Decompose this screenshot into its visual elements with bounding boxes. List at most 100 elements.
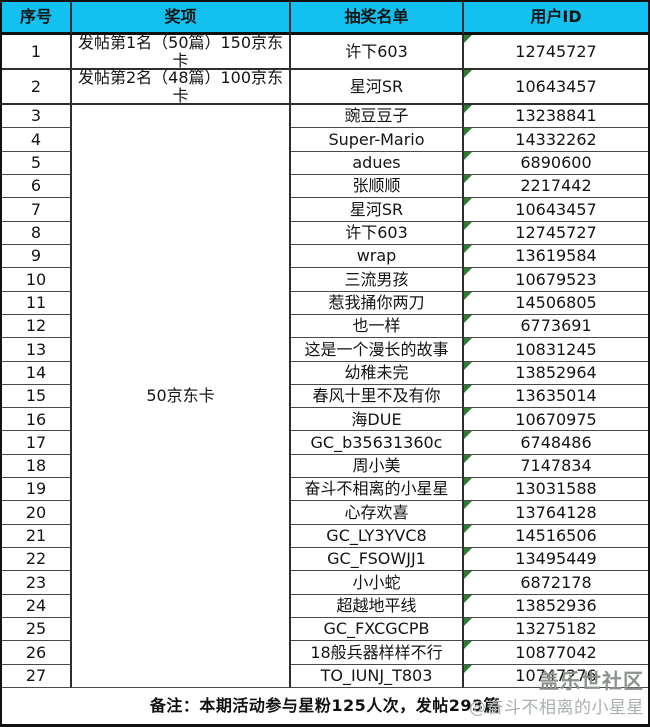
seq-cell: 14 <box>2 361 72 385</box>
winner-name-cell: 星河SR <box>291 70 464 105</box>
number-as-text-indicator-icon <box>464 524 472 533</box>
winner-name-cell-text: 许下603 <box>345 222 408 242</box>
user-id-cell-text: 6872178 <box>520 572 592 592</box>
user-id-cell-text: 10670975 <box>515 409 597 429</box>
user-id-cell: 12745727 <box>464 221 648 245</box>
column-header-2: 抽奖名单 <box>291 2 464 35</box>
winner-name-cell-text: GC_b35631360c <box>310 432 443 452</box>
seq-cell: 4 <box>2 128 72 152</box>
seq-cell: 7 <box>2 198 72 222</box>
prize-cell-text: 发帖第1名（50篇）150京东卡 <box>77 35 284 70</box>
number-as-text-indicator-icon <box>464 151 472 160</box>
user-id-cell-text: 13852964 <box>515 362 597 382</box>
seq-cell-text: 19 <box>25 479 47 499</box>
seq-cell: 19 <box>2 478 72 502</box>
winner-name-cell: wrap <box>291 244 464 269</box>
seq-cell-text: 3 <box>30 106 42 126</box>
winner-name-cell: 周小美 <box>291 454 464 479</box>
user-id-cell: 13852936 <box>464 594 648 619</box>
seq-cell-text: 27 <box>25 666 47 686</box>
number-as-text-indicator-icon <box>464 431 472 440</box>
user-id-cell: 10747276 <box>464 664 648 688</box>
winner-name-cell-text: GC_LY3YVC8 <box>326 526 427 546</box>
user-id-cell-text: 6890600 <box>520 152 592 172</box>
winner-name-cell: TO_IUNJ_T803 <box>291 664 464 688</box>
winner-name-cell: 春风十里不及有你 <box>291 384 464 409</box>
user-id-cell: 13764128 <box>464 501 648 525</box>
winner-name-cell: 惹我捅你两刀 <box>291 291 464 315</box>
number-as-text-indicator-icon <box>464 128 472 137</box>
prize-cell: 发帖第1名（50篇）150京东卡 <box>72 35 291 70</box>
seq-cell-text: 26 <box>25 642 47 662</box>
number-as-text-indicator-icon <box>464 291 472 300</box>
winner-name-cell-text: wrap <box>356 246 397 266</box>
seq-cell-text: 6 <box>30 176 42 196</box>
user-id-cell-text: 13635014 <box>515 386 597 406</box>
seq-cell-text: 2 <box>30 76 42 96</box>
user-id-cell-text: 10877042 <box>515 642 597 662</box>
number-as-text-indicator-icon <box>464 571 472 580</box>
winner-name-cell: Super-Mario <box>291 128 464 152</box>
seq-cell: 27 <box>2 664 72 688</box>
number-as-text-indicator-icon <box>464 221 472 230</box>
seq-cell: 10 <box>2 268 72 292</box>
number-as-text-indicator-icon <box>464 641 472 650</box>
seq-cell-text: 18 <box>25 456 47 476</box>
user-id-cell-text: 10643457 <box>515 199 597 219</box>
footer-note-row: 备注：本期活动参与星粉125人次，发帖293篇 <box>2 687 648 724</box>
user-id-cell: 10643457 <box>464 70 648 105</box>
winner-name-cell-text: 也一样 <box>352 316 401 336</box>
seq-cell: 3 <box>2 105 72 129</box>
user-id-cell-text: 13031588 <box>515 479 597 499</box>
user-id-cell-text: 13764128 <box>515 502 597 522</box>
seq-cell-text: 8 <box>30 222 42 242</box>
column-header-1-text: 奖项 <box>164 7 197 27</box>
seq-cell: 22 <box>2 548 72 572</box>
user-id-cell: 10877042 <box>464 641 648 665</box>
winner-name-cell-text: 心存欢喜 <box>344 502 409 522</box>
seq-cell: 21 <box>2 524 72 549</box>
winner-name-cell: 这是一个漫长的故事 <box>291 338 464 362</box>
winner-name-cell-text: 许下603 <box>345 41 408 61</box>
user-id-cell-text: 10747276 <box>515 666 597 686</box>
seq-cell-text: 5 <box>30 152 42 172</box>
winner-name-cell-text: 这是一个漫长的故事 <box>304 339 449 359</box>
seq-cell-text: 13 <box>25 339 47 359</box>
seq-cell-text: 25 <box>25 619 47 639</box>
user-id-cell-text: 7147834 <box>520 456 592 476</box>
user-id-cell: 6890600 <box>464 151 648 175</box>
number-as-text-indicator-icon <box>464 268 472 277</box>
seq-cell-text: 17 <box>25 432 47 452</box>
winner-name-cell-text: GC_FXCGCPB <box>323 619 430 639</box>
seq-cell: 6 <box>2 174 72 199</box>
user-id-cell: 13619584 <box>464 244 648 269</box>
winner-name-cell: 张顺顺 <box>291 174 464 199</box>
winner-name-cell: adues <box>291 151 464 175</box>
number-as-text-indicator-icon <box>464 314 472 323</box>
user-id-cell: 13031588 <box>464 478 648 502</box>
user-id-cell-text: 10831245 <box>515 339 597 359</box>
seq-cell: 11 <box>2 291 72 315</box>
number-as-text-indicator-icon <box>464 105 472 113</box>
column-header-0-text: 序号 <box>19 7 52 27</box>
seq-cell: 9 <box>2 244 72 269</box>
number-as-text-indicator-icon <box>464 408 472 417</box>
author-watermark-handle: @奋斗不相离的小星星 <box>469 698 644 718</box>
merged-prize-cell-text: 50京东卡 <box>146 386 215 406</box>
user-id-cell-text: 12745727 <box>515 41 597 61</box>
winner-name-cell: 幼稚未完 <box>291 361 464 385</box>
winner-name-cell-text: 星河SR <box>349 199 404 219</box>
number-as-text-indicator-icon <box>464 35 472 43</box>
user-id-cell: 13275182 <box>464 618 648 642</box>
column-header-3: 用户ID <box>464 2 648 35</box>
seq-cell-text: 20 <box>25 502 47 522</box>
number-as-text-indicator-icon <box>464 198 472 207</box>
winner-name-cell-text: 18般兵器样样不行 <box>310 642 443 662</box>
user-id-cell: 10831245 <box>464 338 648 362</box>
winner-name-cell-text: 幼稚未完 <box>344 362 409 382</box>
winner-name-cell-text: 小小蛇 <box>352 572 401 592</box>
user-id-cell: 13495449 <box>464 548 648 572</box>
user-id-cell: 6773691 <box>464 314 648 339</box>
